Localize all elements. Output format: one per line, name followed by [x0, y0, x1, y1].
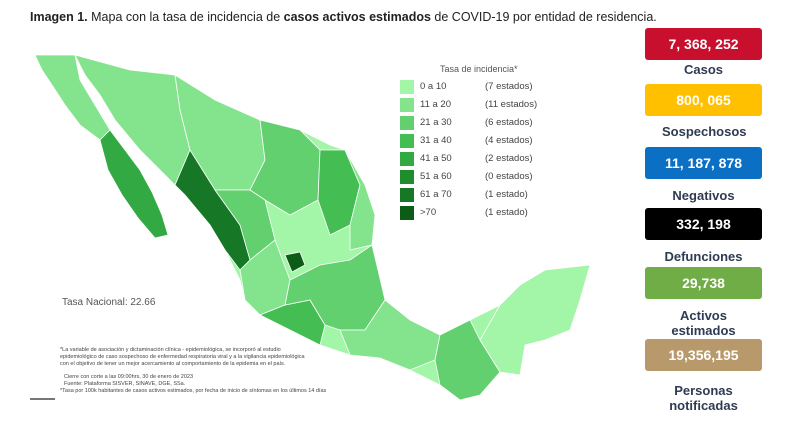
legend-swatch — [400, 80, 414, 94]
title: Imagen 1. Mapa con la tasa de incidencia… — [30, 10, 657, 24]
map-footer-icon — [30, 398, 55, 400]
national-rate: Tasa Nacional: 22.66 — [62, 297, 156, 308]
note-line: *Tasa por 100k habitantes de casos activ… — [60, 388, 327, 394]
legend-count: (1 estado) — [485, 189, 528, 200]
title-part: casos activos estimados — [283, 10, 431, 24]
legend-count: (7 estados) — [485, 81, 533, 92]
stat-value: 11, 187, 878 — [645, 147, 762, 179]
legend-range: 21 a 30 — [420, 117, 452, 128]
legend-range: >70 — [420, 207, 437, 218]
icon-bar — [30, 398, 55, 400]
legend-count: (6 estados) — [485, 117, 533, 128]
legend-title: Tasa de incidencia* — [440, 64, 518, 74]
legend-swatch — [400, 116, 414, 130]
stat-label: Activos estimados — [671, 308, 736, 338]
legend-swatch — [400, 98, 414, 112]
stat-value: 7, 368, 252 — [645, 28, 762, 60]
chiapas — [434, 319, 501, 401]
stat-value: 19,356,195 — [645, 339, 762, 371]
legend-range: 11 a 20 — [420, 99, 451, 110]
title-part: Imagen 1. — [30, 10, 88, 24]
legend-count: (4 estados) — [485, 135, 533, 146]
legend-range: 51 a 60 — [420, 171, 452, 182]
legend-swatch — [400, 170, 414, 184]
legend-swatch — [400, 206, 414, 220]
stat-value: 800, 065 — [645, 84, 762, 116]
stat-value: 29,738 — [645, 267, 762, 299]
tamaulipas — [344, 149, 376, 251]
legend-range: 31 a 40 — [420, 135, 452, 146]
stat-label: Sospechosos — [662, 124, 747, 139]
stat-label: Casos — [683, 62, 724, 77]
legend-count: (0 estados) — [485, 171, 533, 182]
legend-swatch — [400, 152, 414, 166]
map — [30, 54, 591, 401]
title-part: Mapa con la tasa de incidencia de — [87, 10, 284, 24]
legend-count: (2 estados) — [485, 153, 533, 164]
stat-label: Negativos — [672, 188, 735, 203]
note-line: con el objetivo de tener un mejor acerca… — [60, 361, 286, 367]
stat-label: Personas notificadas — [669, 383, 738, 413]
legend-count: (1 estado) — [485, 207, 528, 218]
legend-range: 0 a 10 — [420, 81, 447, 92]
legend-swatch — [400, 134, 414, 148]
note-line: *La variable de asociación y dictaminaci… — [60, 347, 281, 353]
note-line: Cierre con corte a las 09:00hrs, 30 de e… — [64, 374, 194, 380]
stat-label: Defunciones — [664, 249, 743, 264]
legend-range: 61 a 70 — [420, 189, 452, 200]
legend-range: 41 a 50 — [420, 153, 452, 164]
baja-california-sur — [99, 129, 169, 239]
coahuila — [249, 119, 321, 216]
note-line: Fuente: Plataforma SISVER, SINAVE, DGE, … — [64, 381, 186, 387]
zacatecas — [284, 251, 306, 273]
note-line: epidemiológico de caso sospechoso de enf… — [60, 354, 305, 360]
title-part: de COVID-19 por entidad de residencia. — [430, 10, 657, 24]
stat-value: 332, 198 — [645, 208, 762, 240]
legend-count: (11 estados) — [485, 99, 538, 110]
legend-swatch — [400, 188, 414, 202]
yucatan — [479, 264, 591, 376]
